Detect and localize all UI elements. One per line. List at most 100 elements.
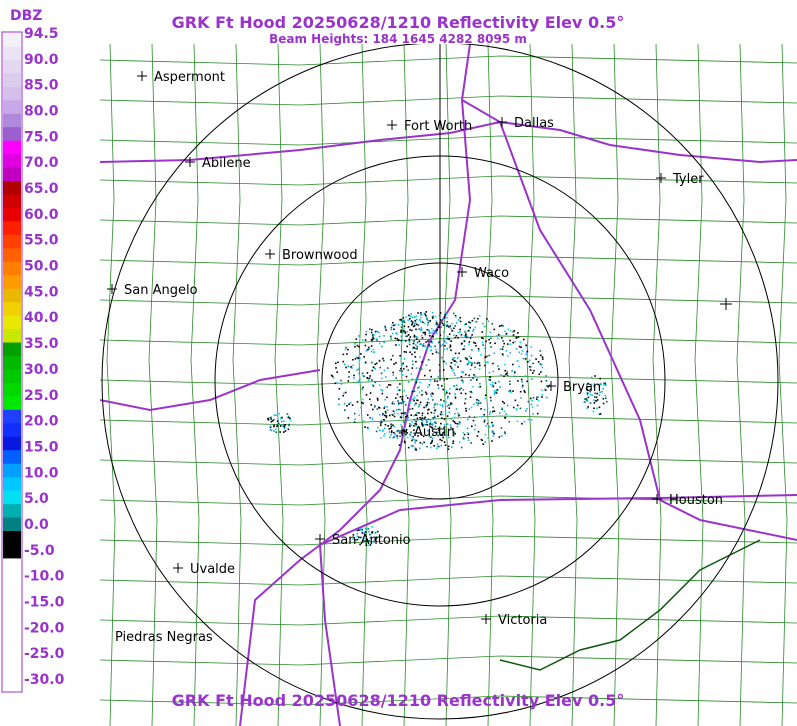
echo <box>276 424 279 427</box>
echo <box>497 365 499 367</box>
echo <box>383 335 385 337</box>
echo <box>527 400 530 403</box>
echo <box>363 356 365 358</box>
echo <box>475 344 477 347</box>
echo <box>355 338 358 340</box>
echo <box>366 539 368 541</box>
map-area: Aspermont Fort Worth Dallas Abilene Tyler Bro… <box>100 44 797 726</box>
echo <box>390 413 393 416</box>
colorbar-step <box>3 248 21 263</box>
echo <box>460 375 463 378</box>
legend-unit: DBZ <box>10 8 42 24</box>
echo <box>507 390 510 393</box>
echo <box>528 359 531 362</box>
echo <box>444 313 446 316</box>
colorbar-step <box>3 544 21 559</box>
echo <box>409 336 412 338</box>
echo <box>505 332 508 335</box>
echo <box>491 384 494 386</box>
echo <box>402 412 404 415</box>
echo <box>446 316 448 319</box>
echo <box>547 385 549 388</box>
echo <box>518 345 521 348</box>
echo <box>467 433 470 435</box>
highway <box>460 44 797 541</box>
echo <box>442 388 444 391</box>
echo <box>277 423 279 426</box>
echo <box>453 357 456 359</box>
echo <box>449 388 451 390</box>
echo <box>416 347 418 350</box>
echo <box>592 410 595 413</box>
echo <box>358 536 360 538</box>
echo <box>422 425 424 427</box>
echo <box>378 413 381 416</box>
echo <box>372 408 374 411</box>
echo <box>440 422 442 425</box>
echo <box>384 423 387 426</box>
echo <box>479 385 482 388</box>
echo <box>435 322 438 324</box>
echo <box>413 347 416 349</box>
echo <box>398 432 401 434</box>
echo <box>283 425 286 428</box>
echo <box>454 433 456 435</box>
echo <box>382 430 384 432</box>
echo <box>344 348 347 351</box>
echo <box>454 364 457 366</box>
echo <box>500 324 503 327</box>
echo <box>421 422 423 425</box>
echo <box>411 390 414 393</box>
echo <box>418 405 420 408</box>
echo <box>431 427 434 429</box>
echo <box>272 419 275 421</box>
echo <box>381 392 384 395</box>
echo <box>429 379 432 382</box>
echo <box>468 355 471 358</box>
city-marker <box>652 494 662 504</box>
legend-label: 0.0 <box>24 517 49 533</box>
echo <box>284 430 287 432</box>
echo <box>488 354 491 357</box>
echo <box>507 343 509 345</box>
echo <box>506 404 509 407</box>
echo <box>596 399 599 401</box>
echo <box>504 363 506 366</box>
echo <box>271 420 274 422</box>
echo <box>400 424 402 426</box>
echo <box>512 341 514 344</box>
echo <box>453 431 455 433</box>
colorbar-step <box>3 477 21 492</box>
echo <box>594 375 596 377</box>
echo <box>447 445 450 448</box>
echo <box>541 358 544 360</box>
echo <box>400 326 403 329</box>
echo <box>415 449 417 451</box>
echo <box>397 389 400 391</box>
legend-label: 40.0 <box>24 310 59 326</box>
echo <box>404 404 407 406</box>
echo <box>452 357 454 360</box>
echo <box>509 383 511 385</box>
echo <box>362 420 365 422</box>
echo <box>442 400 445 402</box>
county-line <box>778 44 788 726</box>
echo <box>434 415 436 418</box>
echo <box>513 372 516 374</box>
echo <box>494 342 496 345</box>
echo <box>455 334 458 337</box>
echo <box>409 434 412 437</box>
echo <box>356 401 359 403</box>
echo <box>348 376 350 378</box>
echo <box>421 337 424 339</box>
echo <box>470 379 472 381</box>
echo <box>524 358 527 360</box>
city-label: Abilene <box>202 156 251 171</box>
echo <box>433 406 435 409</box>
echo <box>470 336 472 338</box>
echo <box>380 419 383 422</box>
echo <box>419 367 421 370</box>
echo <box>516 404 519 407</box>
echo <box>472 330 474 332</box>
echo <box>358 378 361 381</box>
